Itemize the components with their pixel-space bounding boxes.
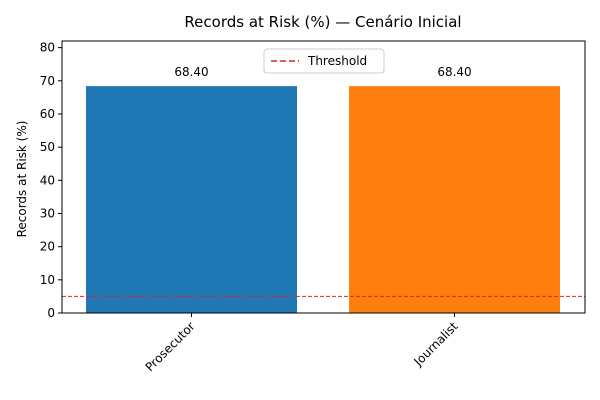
bar-value-label: 68.40 (174, 65, 208, 79)
legend-threshold-label: Threshold (307, 54, 367, 68)
y-axis-label: Records at Risk (%) (15, 121, 29, 238)
bar-prosecutor (86, 86, 297, 313)
y-tick-label: 30 (40, 206, 55, 220)
plot-area: 68.40 Prosecutor 68.40 Journalist 0 10 20 30 40 5… (40, 40, 586, 374)
chart-title: Records at Risk (%) — Cenário Inicial (184, 13, 461, 31)
y-tick-label: 70 (40, 74, 55, 88)
y-tick-label: 40 (40, 173, 55, 187)
bar-value-label: 68.40 (437, 65, 471, 79)
x-tick-label: Journalist (411, 319, 461, 369)
y-tick-label: 50 (40, 140, 55, 154)
y-tick-label: 80 (40, 41, 55, 55)
legend-box (263, 48, 385, 74)
y-tick-label: 10 (40, 273, 55, 287)
bar-journalist (349, 86, 560, 313)
legend: Threshold (263, 48, 385, 74)
y-tick-label: 0 (47, 306, 55, 320)
plot-frame (61, 40, 586, 314)
y-tick-label: 60 (40, 107, 55, 121)
y-tick-label: 20 (40, 240, 55, 254)
x-tick-label: Prosecutor (143, 319, 198, 374)
